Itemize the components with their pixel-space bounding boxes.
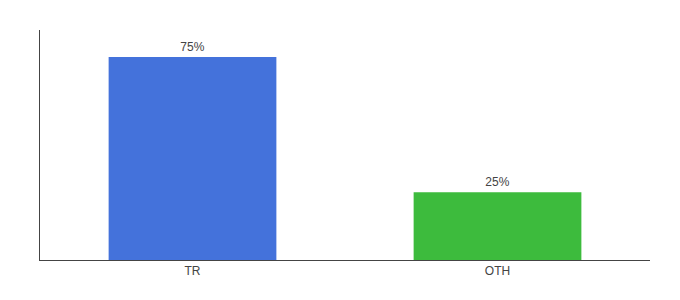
svg-text:TR: TR	[185, 264, 201, 278]
svg-text:OTH: OTH	[485, 264, 510, 278]
svg-text:75%: 75%	[180, 40, 204, 54]
svg-text:25%: 25%	[485, 175, 509, 189]
